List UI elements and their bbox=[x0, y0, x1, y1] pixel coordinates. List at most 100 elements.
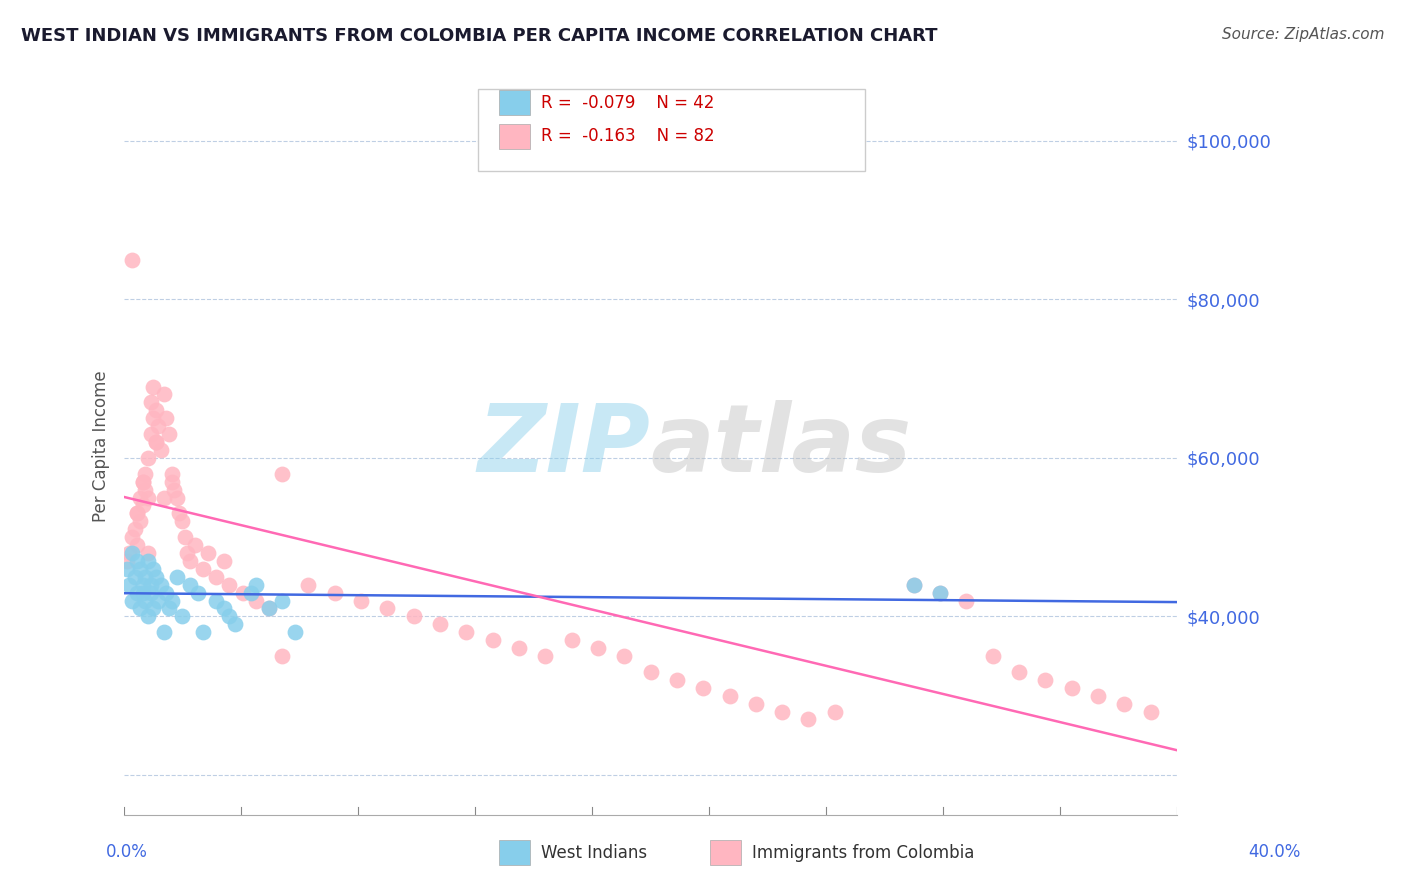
Point bbox=[172, 609, 194, 624]
Point bbox=[134, 467, 156, 481]
Point bbox=[173, 530, 195, 544]
Point bbox=[115, 562, 138, 576]
Point bbox=[1114, 697, 1136, 711]
Point bbox=[193, 625, 215, 640]
Point bbox=[271, 467, 294, 481]
Point bbox=[166, 570, 188, 584]
Point bbox=[131, 585, 153, 599]
Point bbox=[129, 562, 152, 576]
Point bbox=[257, 601, 280, 615]
Point bbox=[613, 648, 636, 663]
Point bbox=[166, 491, 188, 505]
Point bbox=[665, 673, 688, 687]
Point bbox=[271, 648, 294, 663]
Point bbox=[136, 554, 159, 568]
Point bbox=[139, 395, 162, 409]
Point bbox=[187, 585, 209, 599]
Text: WEST INDIAN VS IMMIGRANTS FROM COLOMBIA PER CAPITA INCOME CORRELATION CHART: WEST INDIAN VS IMMIGRANTS FROM COLOMBIA … bbox=[21, 27, 938, 45]
Text: 0.0%: 0.0% bbox=[105, 843, 148, 861]
Point bbox=[561, 633, 583, 648]
Point bbox=[127, 538, 149, 552]
Point bbox=[377, 601, 399, 615]
Point bbox=[127, 507, 149, 521]
Point bbox=[1087, 689, 1109, 703]
Point bbox=[139, 427, 162, 442]
Point bbox=[212, 554, 235, 568]
Point bbox=[232, 585, 254, 599]
Point bbox=[129, 514, 152, 528]
Point bbox=[118, 546, 141, 560]
Point bbox=[118, 577, 141, 591]
Text: ZIP: ZIP bbox=[478, 400, 651, 492]
Point bbox=[323, 585, 346, 599]
Point bbox=[197, 546, 219, 560]
Point bbox=[160, 475, 183, 489]
Point bbox=[127, 507, 149, 521]
Point bbox=[193, 562, 215, 576]
Point bbox=[136, 491, 159, 505]
Point bbox=[218, 577, 240, 591]
Point bbox=[903, 577, 925, 591]
Point bbox=[134, 593, 156, 607]
Point bbox=[770, 705, 793, 719]
Point bbox=[124, 570, 146, 584]
Point bbox=[481, 633, 503, 648]
Point bbox=[121, 530, 143, 544]
Point bbox=[145, 570, 167, 584]
Point bbox=[257, 601, 280, 615]
Point bbox=[718, 689, 741, 703]
Point bbox=[142, 601, 165, 615]
Point bbox=[176, 546, 198, 560]
Point bbox=[1139, 705, 1161, 719]
Point bbox=[160, 467, 183, 481]
Point bbox=[172, 514, 194, 528]
Text: R =  -0.079    N = 42: R = -0.079 N = 42 bbox=[541, 94, 714, 112]
Point bbox=[142, 411, 165, 425]
Point bbox=[245, 577, 267, 591]
Y-axis label: Per Capita Income: Per Capita Income bbox=[93, 370, 110, 522]
Point bbox=[152, 625, 174, 640]
Point bbox=[139, 577, 162, 591]
Point bbox=[136, 609, 159, 624]
Point bbox=[134, 570, 156, 584]
Point bbox=[218, 609, 240, 624]
Point bbox=[179, 577, 201, 591]
Point bbox=[127, 554, 149, 568]
Point bbox=[131, 499, 153, 513]
Point bbox=[903, 577, 925, 591]
Point bbox=[271, 593, 294, 607]
Point bbox=[508, 641, 530, 656]
Point bbox=[145, 435, 167, 450]
Point bbox=[205, 593, 228, 607]
Point bbox=[131, 475, 153, 489]
Point bbox=[184, 538, 207, 552]
Point bbox=[239, 585, 262, 599]
Point bbox=[131, 475, 153, 489]
Point bbox=[640, 665, 662, 679]
Point bbox=[152, 491, 174, 505]
Point bbox=[163, 483, 186, 497]
Point bbox=[150, 577, 173, 591]
Point bbox=[145, 435, 167, 450]
Text: 40.0%: 40.0% bbox=[1249, 843, 1301, 861]
Point bbox=[124, 522, 146, 536]
Text: Immigrants from Colombia: Immigrants from Colombia bbox=[752, 844, 974, 862]
Point bbox=[121, 593, 143, 607]
Point bbox=[121, 252, 143, 267]
Point bbox=[1060, 681, 1083, 695]
Point bbox=[129, 491, 152, 505]
Point bbox=[797, 713, 820, 727]
Point bbox=[745, 697, 768, 711]
Point bbox=[212, 601, 235, 615]
Point bbox=[245, 593, 267, 607]
Point bbox=[155, 585, 177, 599]
Point bbox=[148, 419, 170, 434]
Point bbox=[350, 593, 373, 607]
Point bbox=[142, 562, 165, 576]
Point bbox=[224, 617, 246, 632]
Point bbox=[155, 411, 177, 425]
Point bbox=[456, 625, 478, 640]
Point bbox=[115, 554, 138, 568]
Point bbox=[1008, 665, 1031, 679]
Point bbox=[534, 648, 557, 663]
